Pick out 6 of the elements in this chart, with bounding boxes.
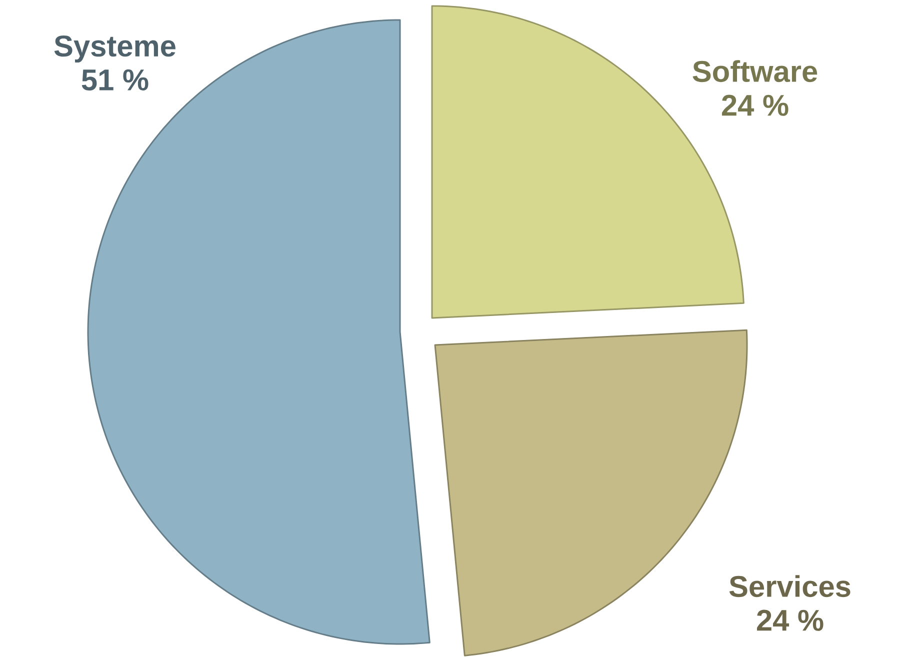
data-label: 51 % — [82, 69, 148, 91]
data-label: 24 % — [722, 94, 788, 116]
slice-label: Services — [729, 575, 850, 598]
slice-label: Systeme — [54, 35, 176, 63]
slice-label: Software — [692, 60, 818, 82]
data-label: 24 % — [756, 610, 824, 631]
